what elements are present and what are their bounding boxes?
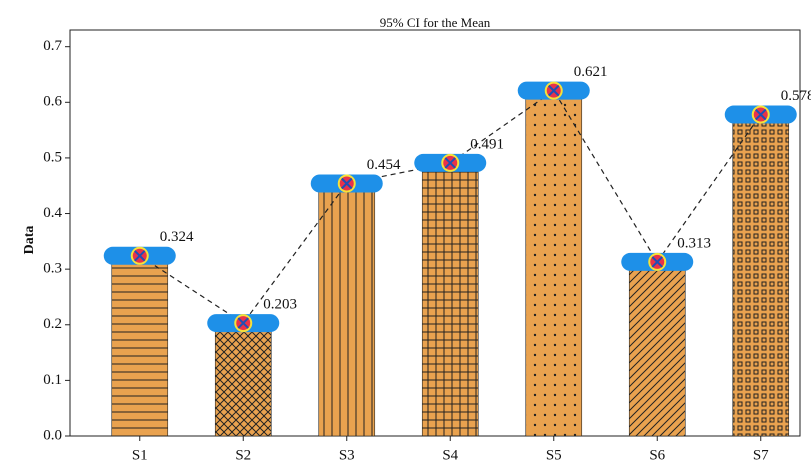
mean-cross — [548, 84, 560, 97]
bar-hatch — [629, 261, 686, 436]
mean-cross — [134, 250, 146, 262]
value-label: 0.324 — [160, 229, 194, 245]
bar-hatch — [732, 114, 789, 436]
bar-hatch — [525, 90, 582, 436]
x-tick-label: S7 — [753, 447, 769, 463]
y-tick-label: 0.5 — [43, 149, 62, 165]
y-tick-label: 0.4 — [43, 205, 62, 221]
x-tick-label: S3 — [339, 447, 355, 463]
mean-cross — [341, 177, 353, 190]
y-axis-label: Data — [22, 226, 37, 255]
x-tick-label: S5 — [546, 447, 562, 463]
y-tick-label: 0.1 — [43, 372, 62, 388]
x-tick-label: S2 — [235, 447, 251, 463]
y-tick-label: 0.3 — [43, 261, 62, 277]
value-label: 0.203 — [263, 297, 297, 313]
x-tick-label: S6 — [649, 447, 665, 463]
chart-title: 95% CI for the Mean — [380, 15, 491, 30]
y-tick-label: 0.0 — [43, 427, 62, 443]
bar-hatch — [422, 162, 479, 437]
value-label: 0.454 — [367, 157, 401, 173]
y-tick-label: 0.2 — [43, 316, 62, 332]
mean-cross — [444, 157, 456, 169]
mean-cross — [237, 317, 249, 329]
y-tick-label: 0.7 — [43, 38, 62, 54]
x-tick-label: S4 — [442, 447, 458, 463]
value-label: 0.578 — [781, 88, 811, 104]
bar-hatch — [318, 183, 375, 436]
bar-hatch — [111, 255, 168, 436]
mean-cross — [651, 256, 663, 268]
y-tick-label: 0.6 — [43, 94, 62, 110]
mean-cross — [755, 108, 767, 121]
x-tick-label: S1 — [132, 447, 148, 463]
bar-hatch — [215, 323, 272, 436]
value-label: 0.621 — [574, 64, 608, 80]
value-label: 0.491 — [470, 136, 504, 152]
value-label: 0.313 — [677, 235, 711, 251]
